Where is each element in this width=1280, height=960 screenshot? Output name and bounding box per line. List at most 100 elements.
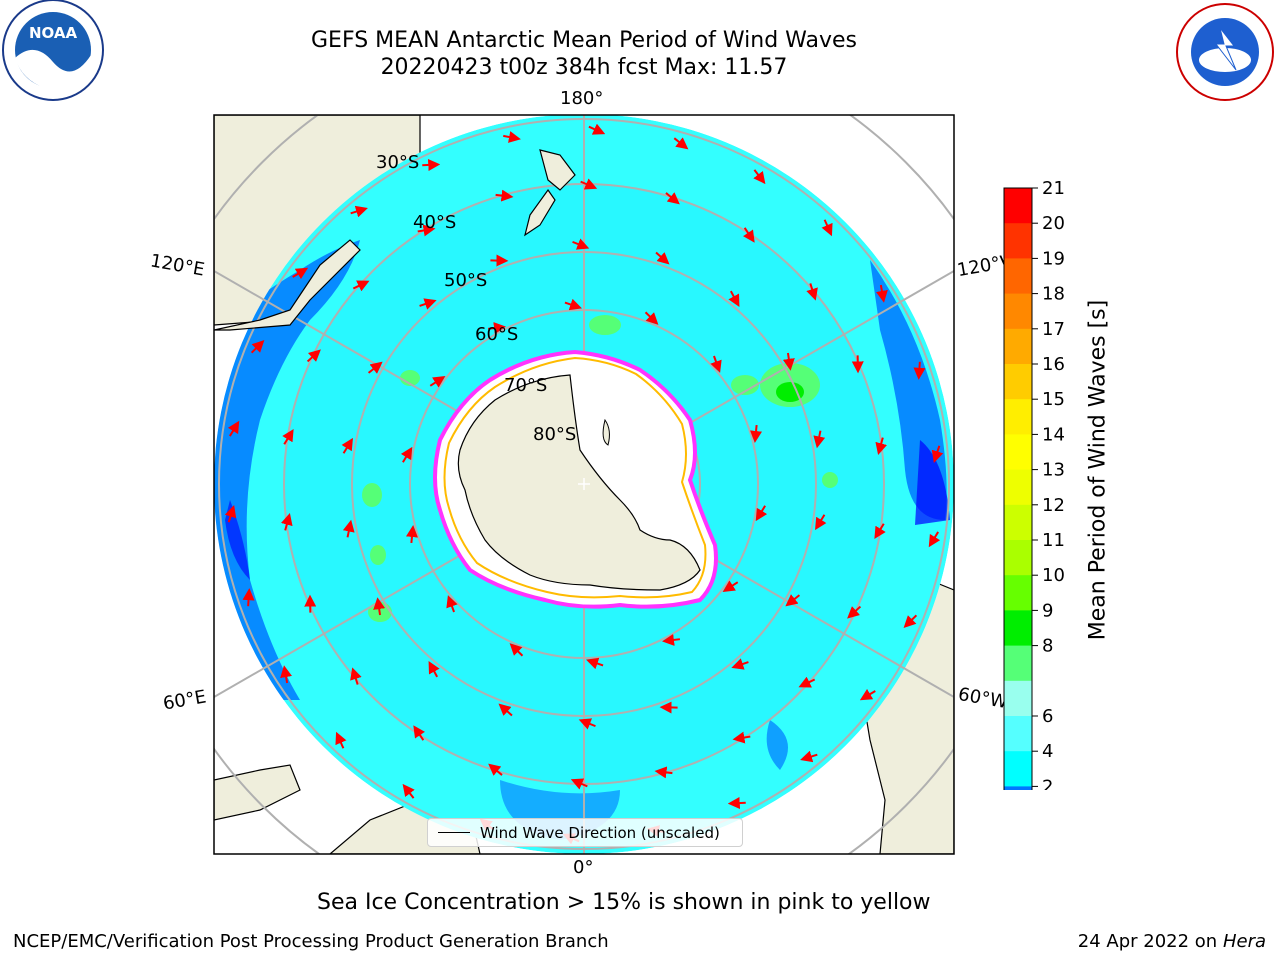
wind-wave-arrow	[743, 227, 755, 243]
colorbar-segment	[1004, 786, 1032, 790]
wind-wave-arrow	[402, 783, 415, 799]
colorbar-tick-label: 11	[1042, 530, 1065, 551]
wind-wave-arrow	[903, 614, 918, 628]
lat-label-40s: 40°S	[413, 212, 457, 233]
colorbar-segment	[1004, 540, 1032, 576]
wind-wave-arrow	[342, 519, 355, 538]
wind-wave-arrow	[785, 594, 801, 607]
colorbar-segment	[1004, 751, 1032, 787]
wind-wave-arrow	[509, 643, 524, 657]
colorbar-tick-label: 6	[1042, 706, 1053, 727]
wind-wave-arrow	[798, 676, 816, 688]
wind-wave-arrow	[250, 340, 265, 354]
wind-wave-arrow	[750, 424, 762, 443]
noaa-logo: NOAA	[2, 0, 104, 101]
wind-wave-arrow	[821, 219, 833, 237]
sea-ice-note: Sea Ice Concentration > 15% is shown in …	[317, 890, 931, 915]
peak-period-patch	[776, 382, 804, 402]
wind-wave-arrow	[503, 131, 521, 143]
wind-wave-arrow	[876, 284, 888, 303]
credit-line: NCEP/EMC/Verification Post Processing Pr…	[13, 931, 609, 952]
wind-wave-arrow	[662, 633, 681, 646]
wind-wave-arrow	[352, 280, 370, 292]
wind-wave-arrow	[578, 718, 596, 730]
colorbar-segment	[1004, 610, 1032, 647]
wind-wave-arrow	[419, 298, 437, 310]
colorbar-tick-label: 2	[1042, 776, 1053, 790]
wind-wave-arrow	[292, 267, 309, 280]
wind-wave-arrow	[446, 595, 458, 613]
wind-wave-arrow	[728, 290, 740, 307]
wind-wave-arrow	[487, 322, 506, 335]
date-line: 24 Apr 2022 on Hera	[1078, 931, 1266, 952]
colorbar-tick-label: 16	[1042, 354, 1065, 375]
wind-wave-arrow	[224, 505, 237, 523]
legend-line	[438, 832, 470, 833]
wind-wave-arrow	[753, 169, 766, 185]
colorbar-segment	[1004, 364, 1032, 400]
wind-wave-arrow	[227, 420, 240, 437]
colorbar-tick-label: 4	[1042, 741, 1053, 762]
map-legend: Wind Wave Direction (unscaled)	[427, 818, 743, 847]
svg-text:NOAA: NOAA	[29, 24, 78, 42]
chart-title: GEFS MEAN Antarctic Mean Period of Wind …	[311, 28, 857, 53]
colorbar-tick-label: 9	[1042, 600, 1053, 621]
colorbar-tick-label: 10	[1042, 565, 1065, 586]
wind-wave-arrow	[654, 766, 673, 779]
lon-label-180: 180°	[560, 88, 604, 109]
colorbar-tick-label: 13	[1042, 460, 1065, 481]
wind-wave-arrow	[498, 703, 513, 717]
colorbar-segment	[1004, 188, 1032, 224]
wind-wave-arrow	[280, 512, 293, 531]
colorbar-tick-label: 14	[1042, 424, 1065, 445]
colorbar-segment	[1004, 399, 1032, 435]
wind-wave-arrow	[350, 205, 368, 218]
wind-wave-arrow	[655, 251, 670, 265]
wind-wave-arrow	[722, 580, 739, 592]
wind-wave-arrow	[588, 123, 606, 135]
wind-wave-arrow	[665, 192, 680, 205]
wind-wave-arrow	[400, 446, 413, 463]
antarctica	[433, 349, 718, 609]
colorbar-segment	[1004, 293, 1032, 330]
wind-wave-arrow	[429, 376, 446, 388]
wind-wave-arrow	[673, 137, 689, 150]
wind-wave-arrow	[874, 523, 886, 540]
date-text: 24 Apr 2022 on	[1077, 931, 1218, 952]
wind-wave-arrow	[847, 605, 862, 619]
colorbar-segment	[1004, 504, 1032, 541]
wind-wave-arrow	[931, 445, 944, 463]
lat-label-70s: 70°S	[504, 375, 548, 396]
wind-wave-arrow	[875, 437, 888, 456]
wind-wave-arrow	[306, 349, 321, 363]
colorbar-tick-label: 20	[1042, 213, 1065, 234]
wind-wave-arrow	[341, 437, 353, 454]
wind-wave-arrow	[373, 597, 386, 616]
colorbar-label: Mean Period of Wind Waves [s]	[1085, 299, 1111, 641]
colorbar-segment	[1004, 716, 1032, 752]
wind-wave-arrow	[242, 588, 255, 607]
colorbar-segment	[1004, 645, 1032, 682]
colorbar-tick-label: 17	[1042, 319, 1065, 340]
colorbar-tick-label: 19	[1042, 248, 1065, 269]
pole-marker	[578, 478, 590, 490]
lon-label-0: 0°	[573, 857, 594, 878]
colorbar-segment	[1004, 258, 1032, 295]
wind-wave-arrow	[913, 361, 926, 380]
colorbar-segment	[1004, 469, 1032, 506]
wind-wave-arrow	[586, 657, 604, 670]
lat-label-60s: 60°S	[475, 324, 519, 345]
wind-wave-arrow	[488, 763, 503, 776]
wind-wave-arrow	[335, 731, 347, 749]
wind-wave-arrow	[580, 178, 598, 190]
wind-wave-arrow	[570, 778, 588, 790]
wind-wave-arrow	[422, 158, 441, 171]
land-inside	[214, 149, 576, 331]
wind-wave-arrow	[280, 665, 292, 684]
colorbar-segment	[1004, 434, 1032, 471]
wind-wave-arrow	[800, 750, 818, 763]
nws-logo	[1176, 3, 1274, 101]
wind-wave-arrow	[417, 224, 436, 237]
host-name: Hera	[1222, 931, 1266, 952]
